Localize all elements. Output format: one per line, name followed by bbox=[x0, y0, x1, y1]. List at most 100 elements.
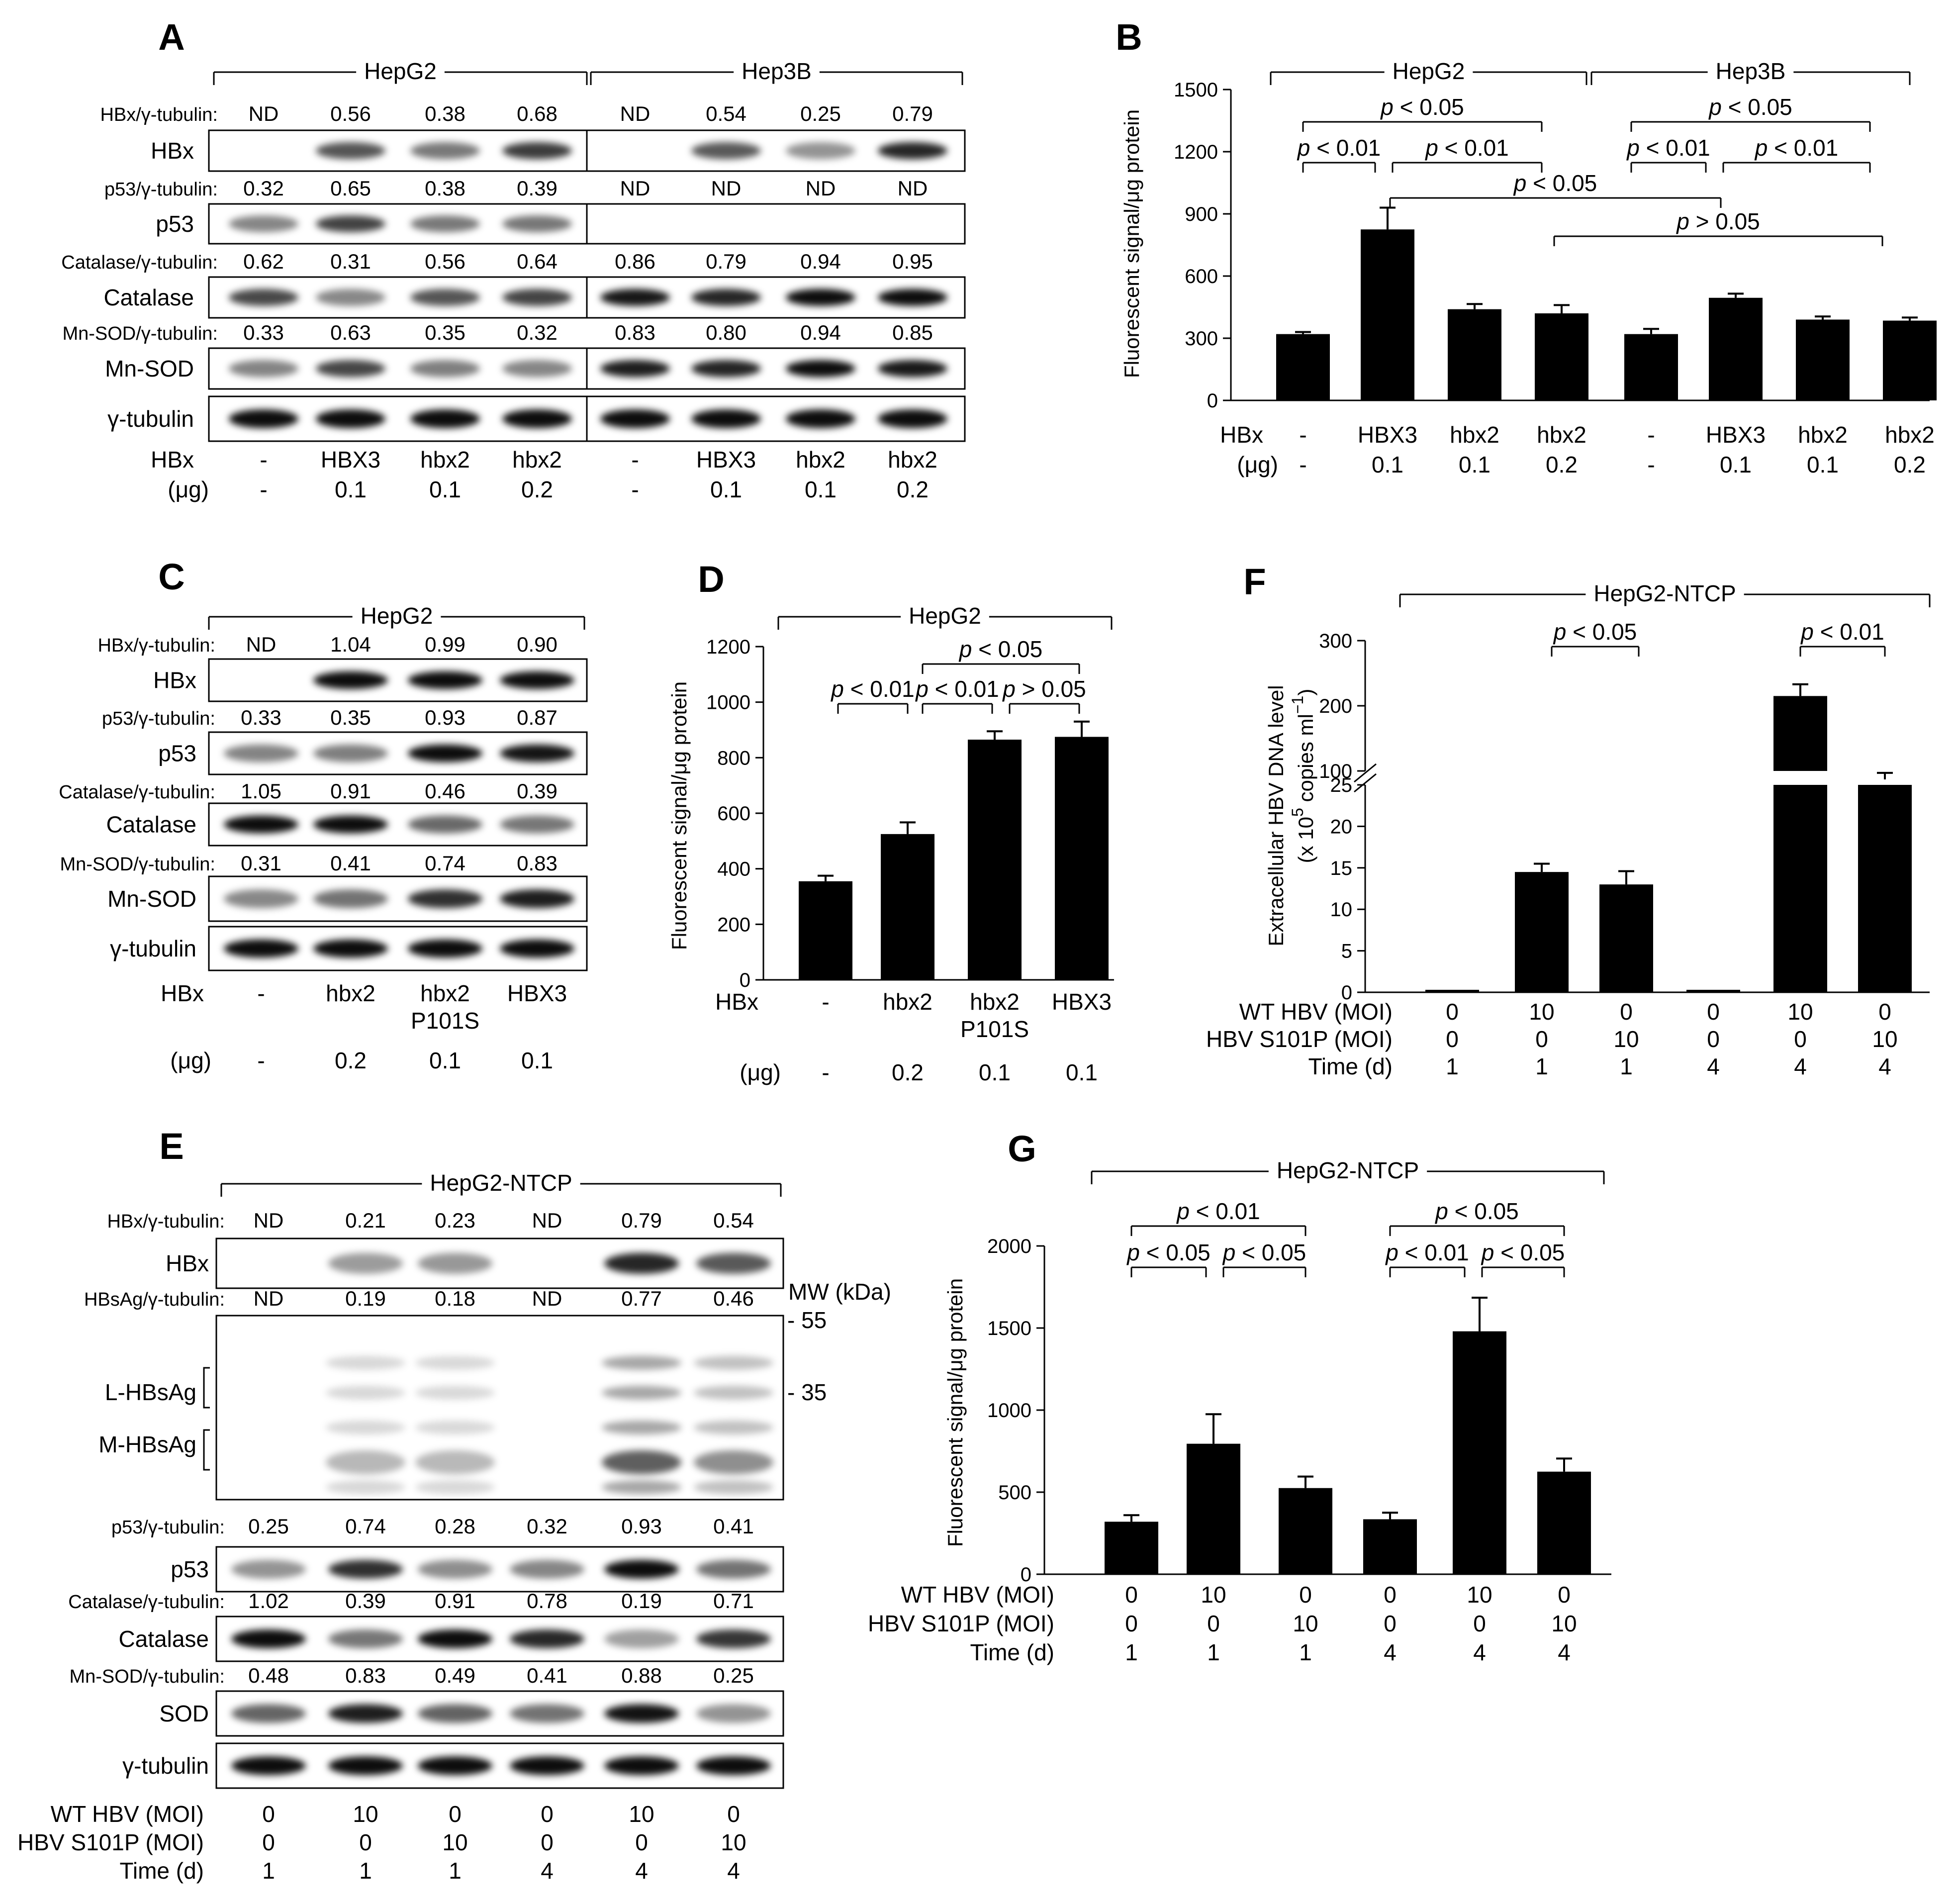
group-header: HepG2 bbox=[909, 603, 981, 629]
bar bbox=[1599, 884, 1653, 992]
mw-label: MW (kDa) bbox=[788, 1279, 891, 1305]
blot-band bbox=[691, 142, 761, 160]
bar bbox=[1709, 297, 1763, 400]
ratio-label: HBx/γ-tubulin: bbox=[97, 635, 215, 656]
x-tick-amount: - bbox=[822, 1059, 829, 1085]
blot-band bbox=[224, 815, 298, 834]
panel-letter: B bbox=[1116, 16, 1142, 58]
blot-band bbox=[502, 409, 572, 428]
y-axis-title: Extracellular HBV DNA level bbox=[1264, 685, 1288, 946]
ratio-value: 0.54 bbox=[713, 1209, 754, 1232]
blot-name: HBx bbox=[151, 138, 194, 164]
blot-name: p53 bbox=[156, 211, 194, 237]
blot-frame bbox=[215, 1742, 784, 1789]
blot-band bbox=[502, 288, 572, 306]
y-tick-label: 0 bbox=[1207, 390, 1218, 412]
blot-band bbox=[313, 671, 388, 689]
p-value: p > 0.05 bbox=[1676, 208, 1760, 234]
p-value: p < 0.05 bbox=[958, 636, 1043, 662]
panel-letter: A bbox=[158, 16, 185, 58]
row-label: HBx bbox=[161, 980, 204, 1006]
condition-value: 0 bbox=[1299, 1582, 1312, 1608]
blot-frame bbox=[208, 802, 588, 847]
blot-band bbox=[328, 1629, 403, 1648]
ratio-label: p53/γ-tubulin: bbox=[111, 1517, 225, 1538]
bar bbox=[799, 881, 852, 980]
ratio-value: 1.02 bbox=[248, 1589, 289, 1613]
ratio-value: 0.41 bbox=[330, 852, 371, 875]
ratio-value: 0.32 bbox=[517, 321, 558, 344]
blot-name: γ-tubulin bbox=[110, 936, 196, 961]
group-header: HepG2 bbox=[364, 58, 437, 84]
lane-amount: - bbox=[257, 1047, 265, 1073]
row-label: HBx bbox=[151, 447, 194, 473]
hbsag-band bbox=[602, 1386, 681, 1400]
condition-value: 10 bbox=[442, 1829, 467, 1855]
bar bbox=[1515, 872, 1569, 992]
lane-label: - bbox=[260, 447, 267, 473]
ratio-value: 0.77 bbox=[621, 1287, 662, 1310]
blot-band bbox=[786, 288, 855, 306]
bar bbox=[1535, 313, 1588, 400]
blot-frame bbox=[208, 658, 588, 702]
ratio-label: p53/γ-tubulin: bbox=[102, 708, 215, 729]
hbsag-band bbox=[415, 1421, 495, 1434]
p-value: p < 0.05 bbox=[1126, 1239, 1211, 1265]
ratio-value: 0.32 bbox=[243, 177, 284, 200]
blot-band bbox=[316, 215, 385, 232]
p-value: p < 0.05 bbox=[1513, 170, 1597, 196]
hbsag-label: L-HBsAg bbox=[105, 1379, 196, 1405]
row-label: HBx bbox=[1220, 422, 1263, 448]
ratio-value: 0.54 bbox=[706, 102, 746, 125]
condition-label: HBV S101P (MOI) bbox=[868, 1611, 1054, 1636]
blot-band bbox=[696, 1253, 771, 1274]
blot-frame bbox=[215, 1616, 784, 1662]
hbsag-band bbox=[326, 1356, 405, 1370]
hbsag-band bbox=[602, 1450, 681, 1474]
ratio-value: 0.19 bbox=[621, 1589, 662, 1613]
blot-band bbox=[691, 409, 761, 428]
blot-band bbox=[410, 360, 480, 378]
y-tick-label: 0 bbox=[1021, 1564, 1031, 1586]
x-tick-amount: 0.1 bbox=[1066, 1059, 1098, 1085]
mw-marker: - 55 bbox=[787, 1307, 827, 1333]
bar bbox=[1883, 320, 1937, 400]
ratio-value: 0.35 bbox=[425, 321, 466, 344]
bar bbox=[1055, 737, 1109, 980]
hbsag-label: M-HBsAg bbox=[98, 1431, 196, 1457]
condition-label: Time (d) bbox=[119, 1858, 204, 1884]
ratio-value: ND bbox=[711, 177, 742, 200]
x-tick-label: hbx2 bbox=[1885, 422, 1935, 448]
blot-band bbox=[786, 142, 855, 160]
y-tick-label: 600 bbox=[717, 803, 750, 825]
hbsag-band bbox=[415, 1480, 495, 1494]
blot-band bbox=[418, 1560, 492, 1579]
y-axis-title: Fluorescent signal/μg protein bbox=[943, 1278, 967, 1547]
x-tick-amount: 0.1 bbox=[1720, 452, 1752, 477]
condition-value: 0 bbox=[1446, 999, 1459, 1025]
p-value: p < 0.01 bbox=[1424, 135, 1509, 161]
panel-letter: D bbox=[698, 559, 724, 600]
blot-band bbox=[316, 360, 385, 378]
lane-amount: - bbox=[631, 476, 639, 502]
ratio-value: 0.95 bbox=[892, 250, 933, 273]
blot-frame bbox=[586, 129, 966, 172]
hbsag-band bbox=[694, 1450, 773, 1474]
ratio-value: ND bbox=[898, 177, 928, 200]
condition-value: 1 bbox=[1446, 1053, 1459, 1079]
hbsag-band bbox=[694, 1421, 773, 1434]
ratio-value: 0.56 bbox=[330, 102, 371, 125]
ratio-label: p53/γ-tubulin: bbox=[104, 179, 218, 200]
condition-value: 0 bbox=[449, 1801, 462, 1827]
blot-band bbox=[410, 215, 480, 232]
blot-band bbox=[604, 1253, 679, 1274]
condition-label: HBV S101P (MOI) bbox=[1206, 1026, 1393, 1052]
ratio-value: 0.41 bbox=[713, 1515, 754, 1538]
hbsag-band bbox=[694, 1386, 773, 1400]
group-header: Hep3B bbox=[1716, 58, 1786, 84]
blot-band bbox=[878, 288, 947, 306]
condition-value: 0 bbox=[1207, 1611, 1220, 1636]
axis-break-mark bbox=[1354, 763, 1377, 793]
blot-frame bbox=[586, 203, 966, 245]
ratio-value: ND bbox=[620, 102, 651, 125]
